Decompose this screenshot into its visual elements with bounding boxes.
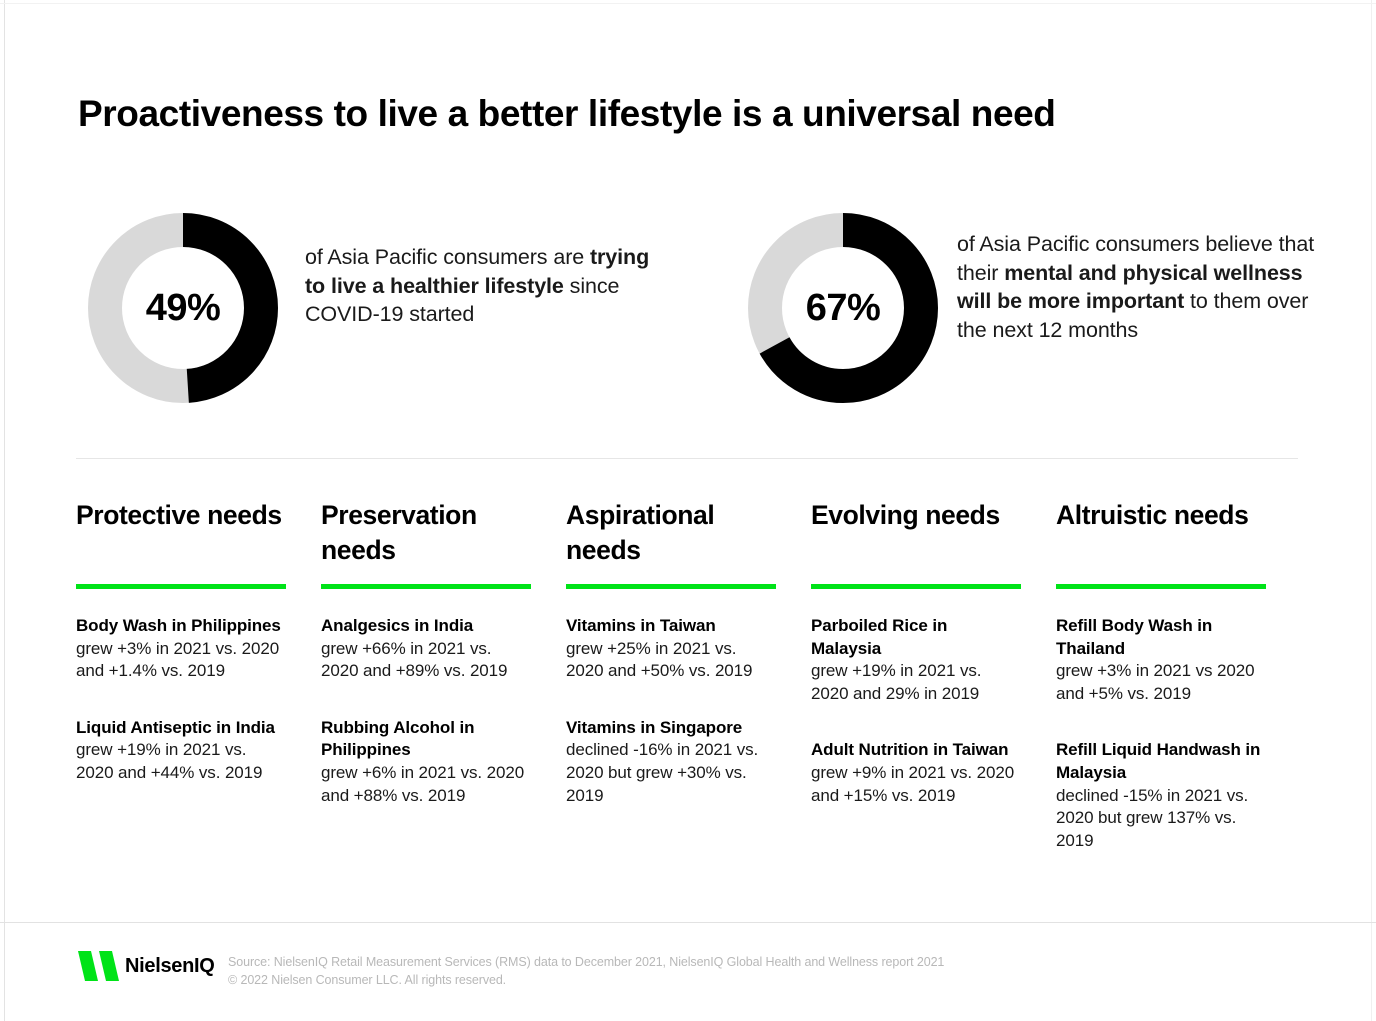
stat-text-pre-67: of Asia Pacific consumers believe that t… bbox=[957, 232, 1315, 285]
donut-value-arc bbox=[88, 213, 278, 403]
entry-title: Refill Body Wash in Thailand bbox=[1056, 616, 1213, 658]
needs-entry: Body Wash in Philippines grew +3% in 202… bbox=[76, 615, 286, 683]
stat-block-67: 67% of Asia Pacific consumers believe th… bbox=[748, 213, 1317, 403]
stat-description-67: of Asia Pacific consumers believe that t… bbox=[957, 213, 1317, 344]
entry-description: grew +3% in 2021 vs 2020 and +5% vs. 201… bbox=[1056, 661, 1255, 703]
needs-entry: Parboiled Rice in Malaysia grew +19% in … bbox=[811, 615, 1021, 705]
entry-title: Liquid Antiseptic in India bbox=[76, 717, 275, 737]
needs-entry: Vitamins in Singapore declined -16% in 2… bbox=[566, 717, 776, 807]
stat-description-49: of Asia Pacific consumers are trying to … bbox=[305, 213, 670, 329]
entry-title: Adult Nutrition in Taiwan bbox=[811, 740, 1009, 760]
entry-description: declined -16% in 2021 vs. 2020 but grew … bbox=[566, 740, 759, 805]
needs-columns: Protective needs Body Wash in Philippine… bbox=[76, 498, 1301, 852]
stat-text-bold-49: trying to live a healthier lifestyle bbox=[305, 245, 650, 298]
entry-description: grew +19% in 2021 vs. 2020 and +44% vs. … bbox=[76, 740, 263, 783]
needs-column-evolving: Evolving needs Parboiled Rice in Malaysi… bbox=[811, 498, 1056, 852]
source-line-1: Source: NielsenIQ Retail Measurement Ser… bbox=[228, 955, 945, 969]
column-accent-rule bbox=[76, 584, 286, 589]
donut-value-arc bbox=[748, 213, 938, 403]
needs-entry: Refill Body Wash in Thailand grew +3% in… bbox=[1056, 615, 1266, 705]
entry-title: Refill Liquid Handwash in Malaysia bbox=[1056, 740, 1261, 783]
stat-text-post-49: since COVID-19 started bbox=[305, 273, 620, 327]
entry-title: Body Wash in Philippines bbox=[76, 616, 281, 635]
entry-description: grew +9% in 2021 vs. 2020 and +15% vs. 2… bbox=[811, 763, 1015, 805]
column-accent-rule bbox=[811, 584, 1021, 589]
donut-center-label-67: 67% bbox=[805, 286, 881, 329]
page-frame-left-edge bbox=[4, 0, 5, 1021]
stats-row: 49% of Asia Pacific consumers are trying… bbox=[78, 213, 1314, 403]
needs-column-altruistic: Altruistic needs Refill Body Wash in Tha… bbox=[1056, 498, 1301, 852]
nielseniq-logo-text: NielsenIQ bbox=[125, 954, 215, 977]
entry-description: grew +6% in 2021 vs. 2020 and +88% vs. 2… bbox=[321, 763, 525, 805]
donut-chart-67: 67% bbox=[748, 213, 938, 403]
nielseniq-logo-icon bbox=[78, 951, 119, 981]
column-heading: Evolving needs bbox=[811, 500, 1000, 530]
needs-column-protective: Protective needs Body Wash in Philippine… bbox=[76, 498, 321, 852]
stat-text-post-67: to them over the next 12 months bbox=[957, 289, 1309, 342]
source-line-2: © 2022 Nielsen Consumer LLC. All rights … bbox=[228, 973, 507, 988]
stat-block-49: 49% of Asia Pacific consumers are trying… bbox=[88, 213, 670, 403]
stat-text-bold-67: mental and physical wellness will be mor… bbox=[957, 260, 1303, 314]
entry-description: grew +25% in 2021 vs. 2020 and +50% vs. … bbox=[566, 638, 753, 681]
needs-entry: Refill Liquid Handwash in Malaysia decli… bbox=[1056, 739, 1266, 852]
section-divider bbox=[76, 458, 1298, 459]
donut-chart-49: 49% bbox=[88, 213, 278, 403]
column-heading: Altruistic needs bbox=[1056, 500, 1249, 530]
needs-entry: Liquid Antiseptic in India grew +19% in … bbox=[76, 717, 286, 785]
needs-entry: Analgesics in India grew +66% in 2021 vs… bbox=[321, 615, 531, 683]
entry-description: grew +3% in 2021 vs. 2020 and +1.4% vs. … bbox=[76, 638, 280, 681]
column-heading: Preservation needs bbox=[321, 500, 477, 566]
entry-title: Vitamins in Taiwan bbox=[566, 616, 716, 635]
nielseniq-logo: NielsenIQ bbox=[78, 948, 228, 981]
column-heading: Protective needs bbox=[76, 500, 282, 530]
column-accent-rule bbox=[1056, 584, 1266, 589]
needs-column-preservation: Preservation needs Analgesics in India g… bbox=[321, 498, 566, 852]
source-note: Source: NielsenIQ Retail Measurement Ser… bbox=[228, 948, 944, 989]
entry-description: grew +66% in 2021 vs. 2020 and +89% vs. … bbox=[321, 638, 508, 681]
entry-title: Vitamins in Singapore bbox=[566, 717, 743, 737]
column-heading: Aspirational needs bbox=[566, 500, 715, 566]
stat-text-pre-49: of Asia Pacific consumers are bbox=[305, 245, 590, 269]
page-title: Proactiveness to live a better lifestyle… bbox=[78, 92, 1056, 134]
entry-description: declined -15% in 2021 vs. 2020 but grew … bbox=[1056, 785, 1249, 850]
column-accent-rule bbox=[321, 584, 531, 589]
donut-chart-67-svg bbox=[748, 213, 938, 403]
entry-title: Analgesics in India bbox=[321, 616, 474, 635]
needs-column-aspirational: Aspirational needs Vitamins in Taiwan gr… bbox=[566, 498, 811, 852]
entry-description: grew +19% in 2021 vs. 2020 and 29% in 20… bbox=[811, 661, 982, 703]
footer: NielsenIQ Source: NielsenIQ Retail Measu… bbox=[78, 948, 1308, 989]
needs-entry: Rubbing Alcohol in Philippines grew +6% … bbox=[321, 717, 531, 807]
page-frame-top-edge bbox=[0, 3, 1376, 4]
donut-center-label-49: 49% bbox=[145, 286, 221, 329]
donut-chart-49-svg bbox=[88, 213, 278, 403]
needs-entry: Adult Nutrition in Taiwan grew +9% in 20… bbox=[811, 739, 1021, 807]
page-frame-right-edge bbox=[1371, 0, 1372, 1021]
footer-divider bbox=[0, 922, 1376, 923]
needs-entry: Vitamins in Taiwan grew +25% in 2021 vs.… bbox=[566, 615, 776, 683]
entry-title: Parboiled Rice in Malaysia bbox=[811, 616, 948, 658]
entry-title: Rubbing Alcohol in Philippines bbox=[321, 717, 475, 760]
column-accent-rule bbox=[566, 584, 776, 589]
